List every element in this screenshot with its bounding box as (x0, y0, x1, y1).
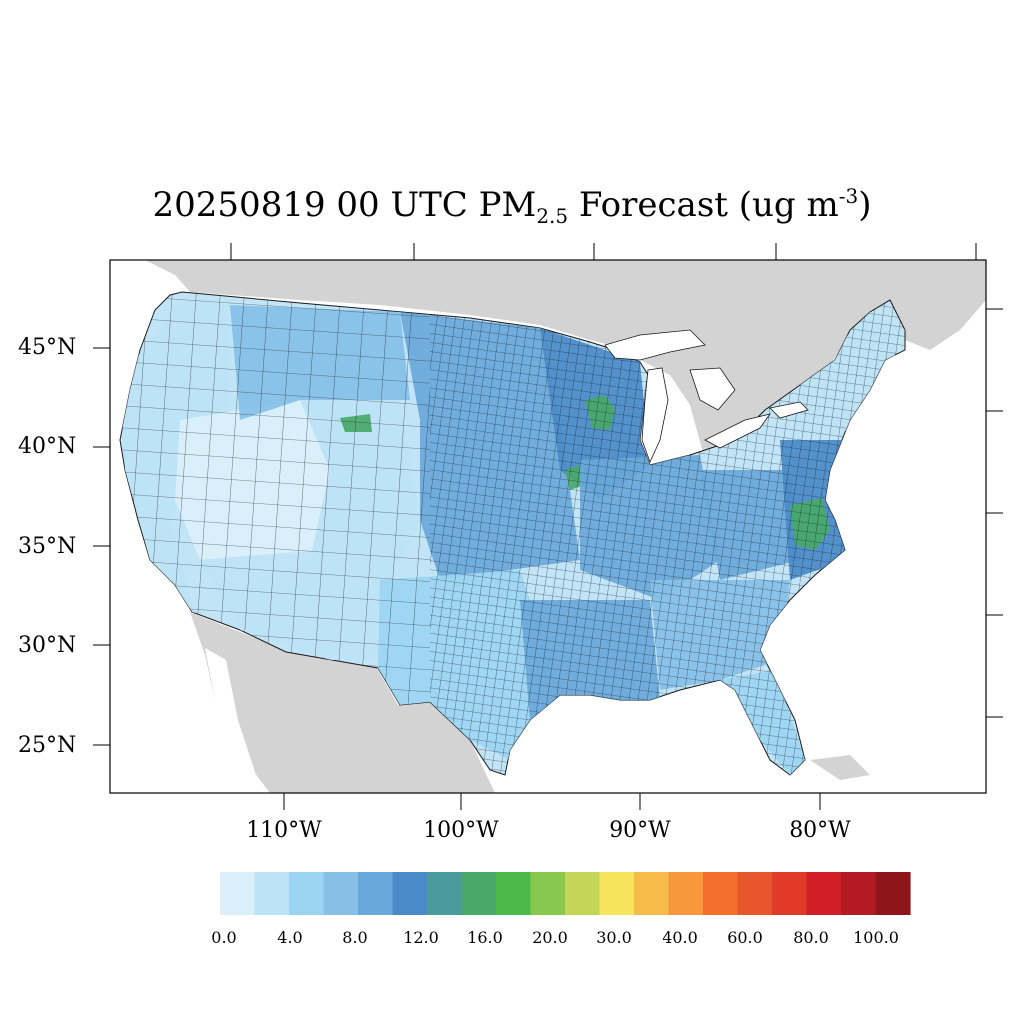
colorbar-swatch-4 (358, 872, 394, 915)
lake-ontario (769, 401, 809, 419)
colorbar (220, 872, 911, 915)
colorbar-swatch-13 (668, 872, 704, 915)
colorbar-label-10: 100.0 (853, 928, 899, 947)
lake-michigan (641, 367, 669, 464)
lon-label-90w: 90°W (609, 818, 671, 843)
colorbar-label-8: 60.0 (727, 928, 763, 947)
colorbar-label-4: 16.0 (467, 928, 503, 947)
colorbar-swatch-5 (392, 872, 428, 915)
colorbar-swatch-19 (875, 872, 911, 915)
lon-label-80w: 80°W (789, 818, 851, 843)
colorbar-swatch-11 (599, 872, 635, 915)
colorbar-swatch-2 (289, 872, 325, 915)
colorbar-swatch-17 (806, 872, 842, 915)
colorbar-swatch-3 (323, 872, 359, 915)
colorbar-swatch-12 (634, 872, 670, 915)
cuba-land (810, 755, 870, 780)
lake-superior (604, 329, 706, 361)
colorbar-swatch-15 (737, 872, 773, 915)
lat-label-45: 45°N (18, 335, 77, 360)
colorbar-swatch-0 (220, 872, 256, 915)
colorbar-label-6: 30.0 (596, 928, 632, 947)
lat-label-30: 30°N (18, 633, 77, 658)
mexico-land (190, 612, 495, 793)
colorbar-label-0: 0.0 (211, 928, 237, 947)
title-middle: Forecast (ug m (568, 185, 839, 225)
colorbar-label-5: 20.0 (532, 928, 568, 947)
lake-erie (704, 413, 771, 449)
gulf-of-california (205, 648, 256, 775)
colorbar-swatch-8 (496, 872, 532, 915)
colorbar-swatch-10 (565, 872, 601, 915)
title-subscript: 2.5 (536, 204, 569, 228)
colorbar-label-2: 8.0 (342, 928, 368, 947)
lon-label-110w: 110°W (246, 818, 322, 843)
title-prefix: 20250819 00 UTC PM (152, 185, 537, 225)
colorbar-swatch-9 (530, 872, 566, 915)
colorbar-swatch-7 (461, 872, 497, 915)
lat-label-25: 25°N (18, 733, 77, 758)
great-lakes (604, 329, 809, 464)
lat-label-35: 35°N (18, 534, 77, 559)
colorbar-swatch-14 (703, 872, 739, 915)
map-title: 20250819 00 UTC PM2.5 Forecast (ug m-3) (0, 184, 1024, 228)
colorbar-label-7: 40.0 (662, 928, 698, 947)
plot-frame (109, 259, 987, 794)
colorbar-swatch-18 (841, 872, 877, 915)
lon-label-100w: 100°W (423, 818, 499, 843)
colorbar-swatch-1 (254, 872, 290, 915)
title-suffix: ) (858, 185, 872, 225)
axis-ticks (93, 243, 1003, 810)
lat-label-40: 40°N (18, 434, 77, 459)
colorbar-label-9: 80.0 (793, 928, 829, 947)
colorbar-label-1: 4.0 (277, 928, 303, 947)
colorbar-label-3: 12.0 (403, 928, 439, 947)
lake-huron (689, 367, 736, 411)
title-superscript: -3 (838, 184, 859, 208)
colorbar-swatch-16 (772, 872, 808, 915)
colorbar-swatch-6 (427, 872, 463, 915)
